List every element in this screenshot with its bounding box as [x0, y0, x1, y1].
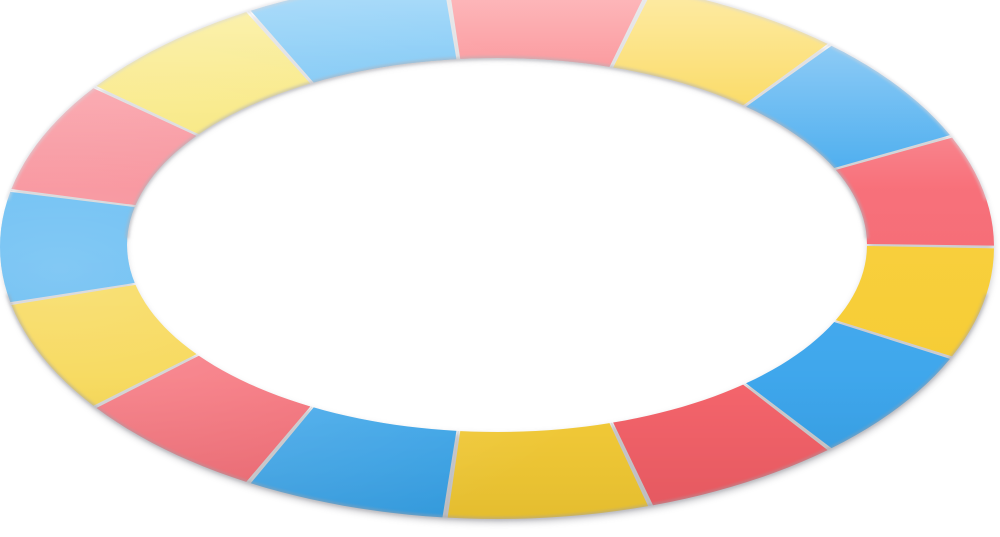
outer-rim-edge — [6, 0, 988, 521]
inner-rim-shadow — [125, 56, 869, 239]
